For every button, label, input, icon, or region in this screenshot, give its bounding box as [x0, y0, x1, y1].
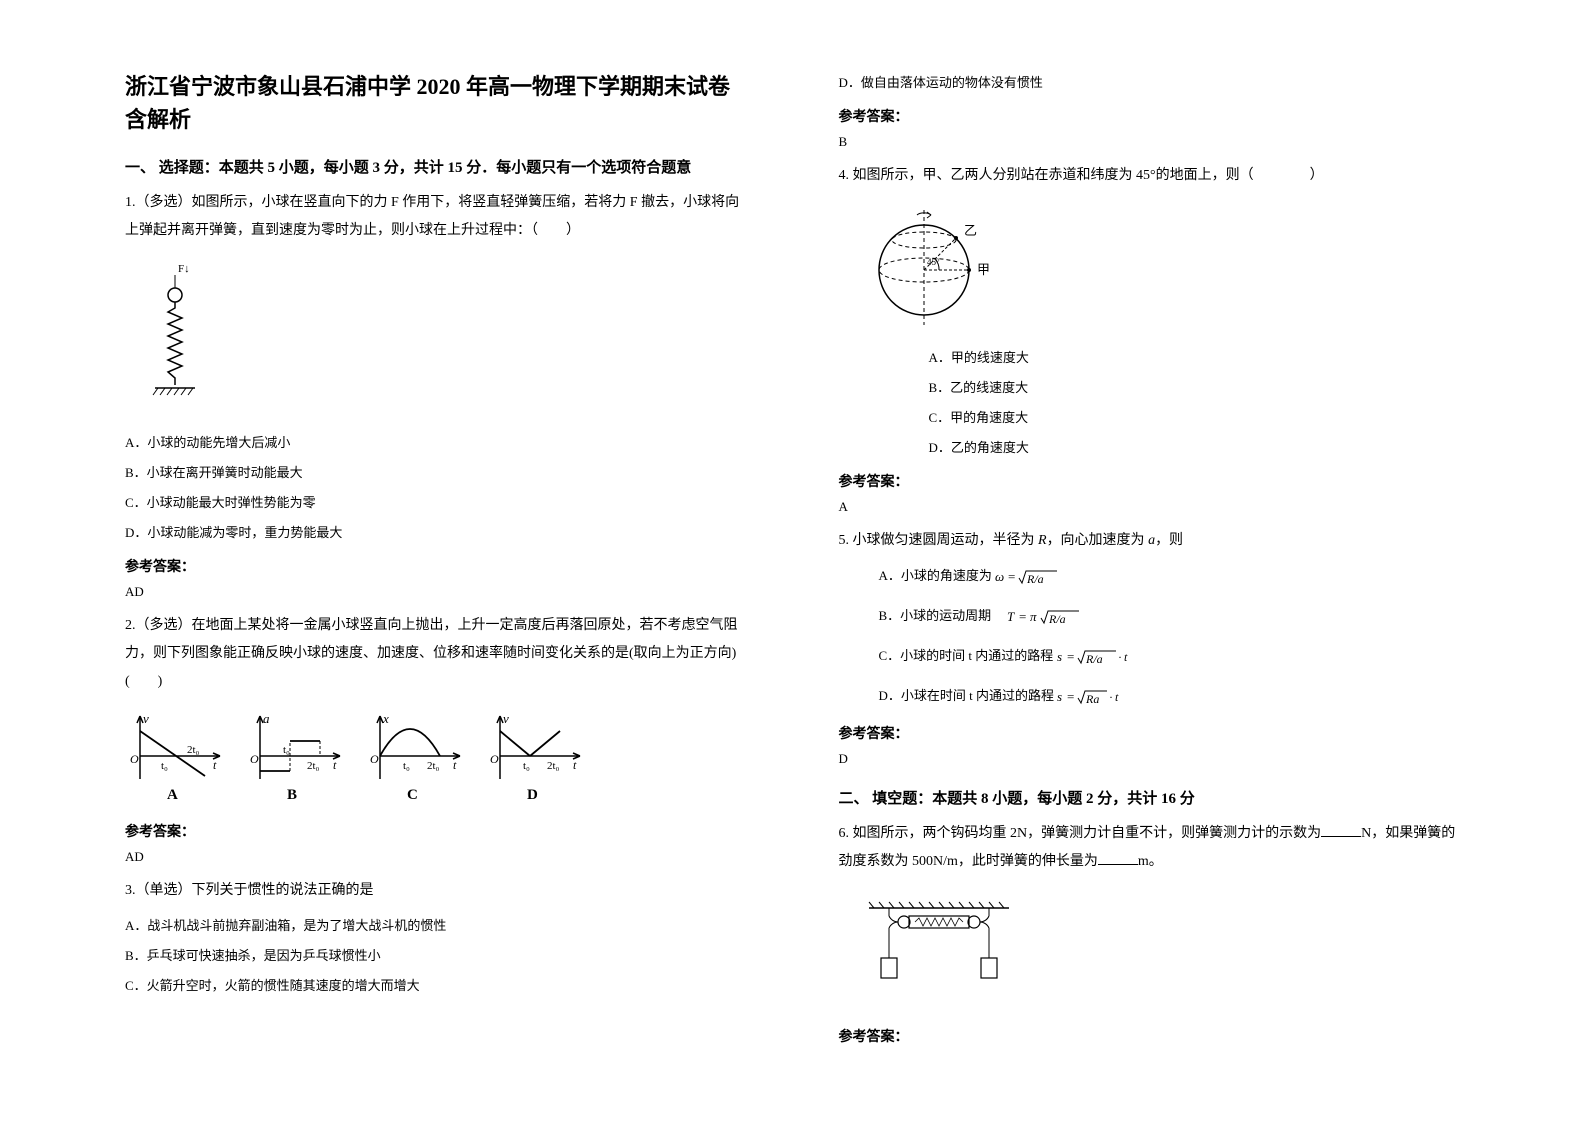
svg-text:O: O: [370, 752, 379, 766]
q3-optB: B．乒乓球可快速抽杀，是因为乒乓球惯性小: [125, 943, 749, 969]
svg-text:v: v: [503, 711, 509, 726]
q4-optD: D．乙的角速度大: [929, 435, 1463, 461]
q5-optA: A．小球的角速度为 ω = R/a: [879, 563, 1463, 589]
svg-text:ω: ω: [995, 569, 1004, 584]
q1-stem: 1.（多选）如图所示，小球在竖直向下的力 F 作用下，将竖直轻弹簧压缩，若将力 …: [125, 189, 749, 245]
q5-optC: C．小球的时间 t 内通过的路程 s = R/a · t: [879, 643, 1463, 669]
q1-optB: B．小球在离开弹簧时动能最大: [125, 460, 749, 486]
q4-answer: A: [839, 499, 1463, 515]
svg-text:t₀: t₀: [161, 760, 168, 772]
q6-answer-label: 参考答案：: [839, 1026, 1463, 1046]
blank-2: [1098, 851, 1138, 865]
svg-text:t: t: [573, 758, 577, 772]
q4-answer-label: 参考答案：: [839, 471, 1463, 491]
exam-title: 浙江省宁波市象山县石浦中学 2020 年高一物理下学期期末试卷含解析: [125, 70, 749, 136]
svg-text:O: O: [490, 752, 499, 766]
graph-B: a O t₀ 2t₀ t B: [245, 711, 345, 806]
svg-text:A: A: [167, 787, 178, 801]
q1-answer: AD: [125, 584, 749, 600]
spring-scale-diagram: [849, 896, 1463, 1001]
svg-text:t: t: [333, 758, 337, 772]
section1-header: 一、 选择题：本题共 5 小题，每小题 3 分，共计 15 分．每小题只有一个选…: [125, 156, 749, 177]
svg-text:·: ·: [1118, 650, 1122, 664]
svg-text:t₀: t₀: [283, 744, 290, 756]
svg-text:t: t: [1115, 690, 1119, 704]
q1-optD: D．小球动能减为零时，重力势能最大: [125, 520, 749, 546]
q5-optB: B．小球的运动周期 T = π R/a: [879, 603, 1463, 629]
q4-optA: A．甲的线速度大: [929, 345, 1463, 371]
svg-text:=: =: [1019, 609, 1026, 624]
q5-stem: 5. 小球做匀速圆周运动，半径为 R，向心加速度为 a，则: [839, 527, 1463, 555]
globe-diagram: 45° 甲 乙: [869, 200, 1463, 335]
svg-text:2t₀: 2t₀: [547, 760, 560, 772]
svg-text:B: B: [287, 787, 297, 801]
blank-1: [1321, 823, 1361, 837]
q2-graphs: v O t₀ 2t₀ t A a O t₀ 2: [125, 711, 749, 806]
svg-text:·: ·: [1109, 690, 1113, 704]
q2-answer-label: 参考答案：: [125, 821, 749, 841]
q4-optC: C．甲的角速度大: [929, 405, 1463, 431]
svg-text:t: t: [1124, 650, 1128, 664]
q3-answer: B: [839, 134, 1463, 150]
svg-text:R/a: R/a: [1085, 652, 1103, 666]
svg-text:x: x: [382, 711, 389, 726]
svg-text:甲: 甲: [977, 262, 990, 277]
svg-text:s: s: [1057, 649, 1062, 664]
graph-C: x O t₀ 2t₀ t C: [365, 711, 465, 806]
svg-text:Ra: Ra: [1085, 692, 1099, 706]
svg-text:π: π: [1030, 609, 1037, 624]
q6-stem: 6. 如图所示，两个钩码均重 2N，弹簧测力计自重不计，则弹簧测力计的示数为N，…: [839, 820, 1463, 876]
svg-text:v: v: [143, 711, 149, 726]
svg-text:F↓: F↓: [178, 263, 190, 275]
svg-text:45°: 45°: [927, 257, 940, 267]
q2-stem: 2.（多选）在地面上某处将一金属小球竖直向上抛出，上升一定高度后再落回原处，若不…: [125, 612, 749, 696]
svg-text:t₀: t₀: [403, 760, 410, 772]
q4-optB: B．乙的线速度大: [929, 375, 1463, 401]
svg-text:t: t: [453, 758, 457, 772]
svg-text:T: T: [1007, 609, 1015, 624]
graph-D: v O t₀ 2t₀ t D: [485, 711, 585, 806]
q3-answer-label: 参考答案：: [839, 106, 1463, 126]
svg-text:O: O: [250, 752, 259, 766]
q5-optD: D．小球在时间 t 内通过的路程 s = Ra · t: [879, 683, 1463, 709]
svg-text:2t₀: 2t₀: [307, 760, 320, 772]
svg-text:C: C: [407, 787, 418, 801]
svg-text:2t₀: 2t₀: [187, 744, 200, 756]
q1-optA: A．小球的动能先增大后减小: [125, 430, 749, 456]
svg-text:D: D: [527, 787, 538, 801]
graph-A: v O t₀ 2t₀ t A: [125, 711, 225, 806]
svg-text:a: a: [263, 711, 270, 726]
q3-optC: C．火箭升空时，火箭的惯性随其速度的增大而增大: [125, 973, 749, 999]
svg-text:R/a: R/a: [1048, 612, 1066, 626]
svg-text:t₀: t₀: [523, 760, 530, 772]
q3-stem: 3.（单选）下列关于惯性的说法正确的是: [125, 877, 749, 905]
svg-text:=: =: [1008, 569, 1015, 584]
section2-header: 二、 填空题：本题共 8 小题，每小题 2 分，共计 16 分: [839, 787, 1463, 808]
q3-optD: D．做自由落体运动的物体没有惯性: [839, 70, 1463, 96]
spring-diagram: F↓: [150, 260, 749, 415]
svg-text:O: O: [130, 752, 139, 766]
svg-text:R/a: R/a: [1026, 572, 1044, 586]
svg-text:=: =: [1067, 689, 1074, 704]
q5-answer-label: 参考答案：: [839, 723, 1463, 743]
q2-answer: AD: [125, 849, 749, 865]
q1-answer-label: 参考答案：: [125, 556, 749, 576]
q4-stem: 4. 如图所示，甲、乙两人分别站在赤道和纬度为 45°的地面上，则（ ）: [839, 162, 1463, 190]
svg-text:=: =: [1067, 649, 1074, 664]
q5-answer: D: [839, 751, 1463, 767]
q1-optC: C．小球动能最大时弹性势能为零: [125, 490, 749, 516]
svg-text:s: s: [1057, 689, 1062, 704]
svg-text:t: t: [213, 758, 217, 772]
svg-text:2t₀: 2t₀: [427, 760, 440, 772]
svg-text:乙: 乙: [964, 223, 977, 238]
q3-optA: A．战斗机战斗前抛弃副油箱，是为了增大战斗机的惯性: [125, 913, 749, 939]
